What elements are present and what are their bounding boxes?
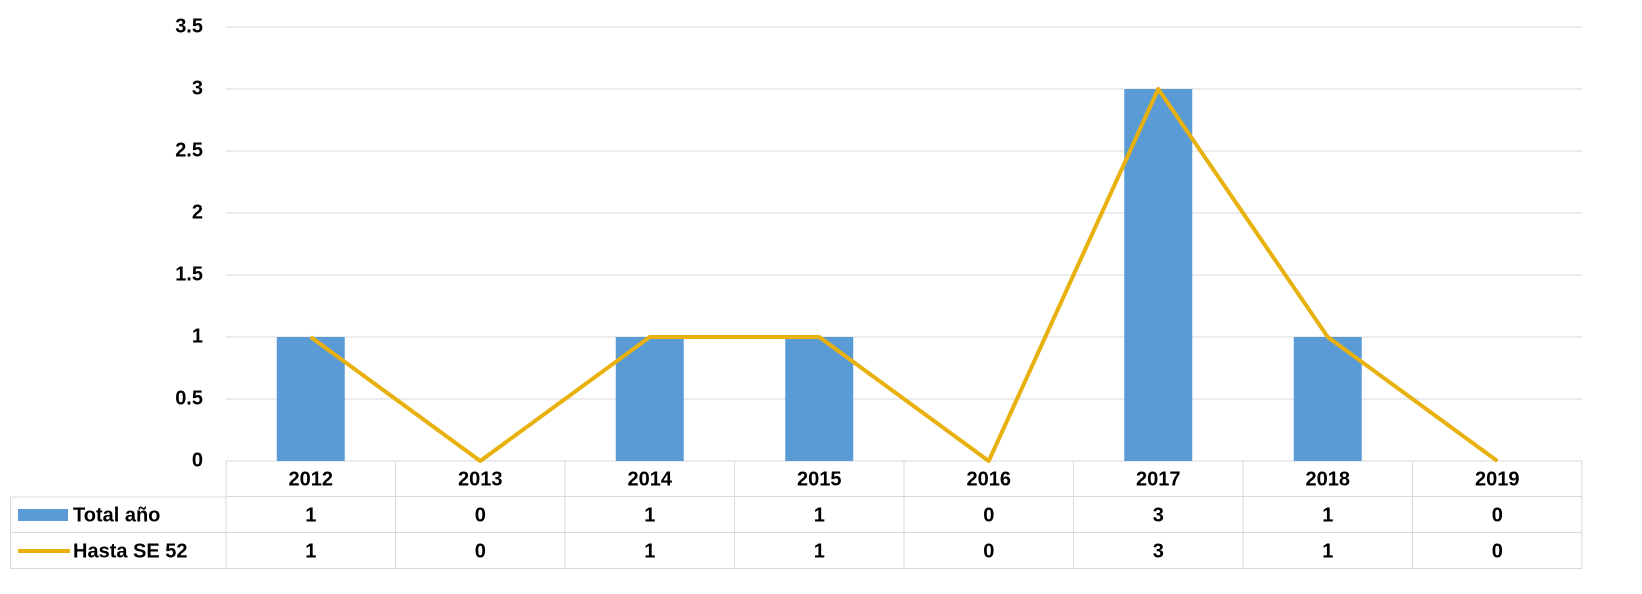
table-value: 1 xyxy=(644,540,655,562)
x-tick-label: 2014 xyxy=(628,468,673,490)
x-tick-label: 2017 xyxy=(1136,468,1181,490)
table-value: 0 xyxy=(1492,504,1503,526)
table-value: 1 xyxy=(305,540,316,562)
x-tick-label: 2012 xyxy=(289,468,334,490)
y-tick-label: 1.5 xyxy=(175,263,203,285)
table-value: 1 xyxy=(814,504,825,526)
bar xyxy=(276,337,345,461)
table-value: 3 xyxy=(1153,504,1164,526)
table-value: 1 xyxy=(814,540,825,562)
table-value: 1 xyxy=(644,504,655,526)
y-tick-label: 1 xyxy=(192,325,203,347)
y-tick-label: 3 xyxy=(192,77,203,99)
line-series xyxy=(309,87,1499,463)
y-tick-label: 2.5 xyxy=(175,139,203,161)
x-tick-label: 2019 xyxy=(1475,468,1520,490)
table-value: 1 xyxy=(1322,540,1333,562)
x-tick-label: 2013 xyxy=(458,468,503,490)
table-value: 3 xyxy=(1153,540,1164,562)
bar xyxy=(615,337,684,461)
table-value: 0 xyxy=(475,504,486,526)
table-value: 1 xyxy=(1322,504,1333,526)
x-tick-label: 2016 xyxy=(967,468,1012,490)
table-value: 0 xyxy=(983,504,994,526)
y-tick-label: 2 xyxy=(192,201,203,223)
table-value: 0 xyxy=(1492,540,1503,562)
bar xyxy=(1293,337,1362,461)
x-tick-label: 2015 xyxy=(797,468,842,490)
y-tick-label: 0.5 xyxy=(175,387,203,409)
legend-key xyxy=(18,509,68,521)
table-value: 1 xyxy=(305,504,316,526)
y-tick-label: 3.5 xyxy=(175,15,203,37)
table-value: 0 xyxy=(983,540,994,562)
table-value: 0 xyxy=(475,540,486,562)
bar xyxy=(1124,89,1193,461)
bar xyxy=(785,337,854,461)
x-tick-label: 2018 xyxy=(1306,468,1351,490)
legend-label: Total año xyxy=(73,504,160,526)
legend-label: Hasta SE 52 xyxy=(73,540,188,562)
y-tick-label: 0 xyxy=(192,449,203,471)
